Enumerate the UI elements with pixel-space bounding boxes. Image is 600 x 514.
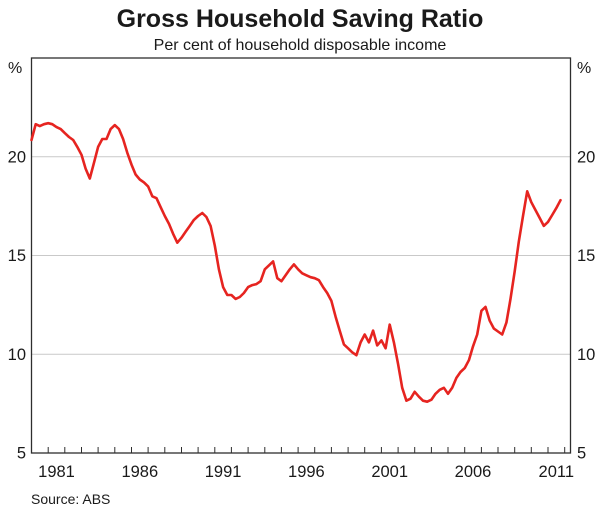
y-axis-unit-left: % xyxy=(8,60,23,77)
y-tick-label-left: 15 xyxy=(8,247,26,265)
y-axis-unit-right: % xyxy=(577,60,592,77)
plot-frame xyxy=(30,57,572,454)
x-tick-label: 2006 xyxy=(455,463,492,481)
saving-ratio-line xyxy=(30,121,562,403)
x-tick-label: 2011 xyxy=(539,463,574,481)
x-tick-label: 1986 xyxy=(121,463,158,481)
y-tick-label-right: 10 xyxy=(577,346,595,364)
y-tick-label-right: 20 xyxy=(577,148,595,166)
x-tick-label: 1981 xyxy=(38,463,75,481)
x-tick-label: 1991 xyxy=(205,463,242,481)
y-tick-label-right: 15 xyxy=(577,247,595,265)
y-tick-label-right: 5 xyxy=(577,445,586,463)
chart-title: Gross Household Saving Ratio xyxy=(116,5,484,33)
x-tick-label: 2001 xyxy=(371,463,408,481)
chart-subtitle: Per cent of household disposable income xyxy=(153,37,447,54)
y-tick-label-left: 5 xyxy=(17,445,26,463)
source-note: Source: ABS xyxy=(31,491,111,507)
x-tick-label: 1996 xyxy=(288,463,325,481)
y-tick-label-left: 20 xyxy=(8,148,26,166)
y-tick-label-left: 10 xyxy=(8,346,26,364)
